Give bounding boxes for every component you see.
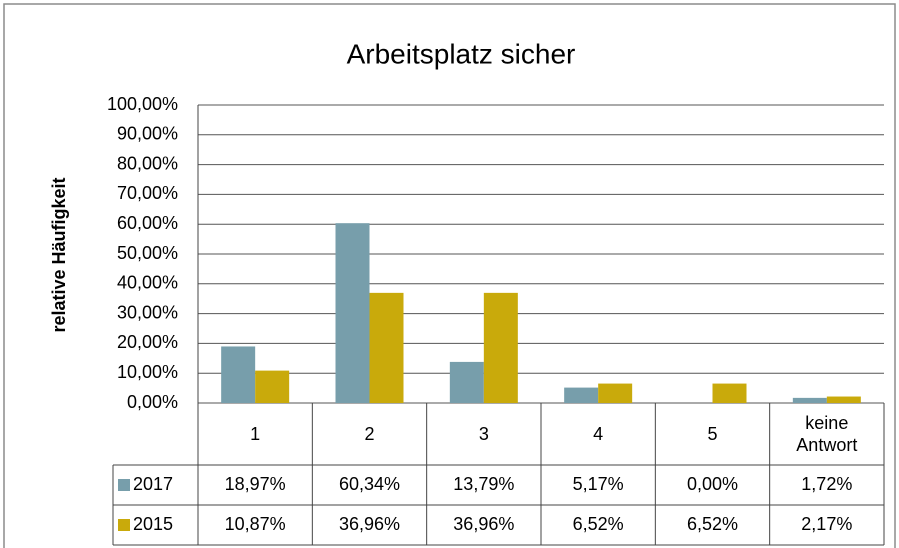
data-label: 1,72% xyxy=(801,474,852,494)
x-tick-label: 2 xyxy=(364,424,375,444)
legend-key xyxy=(118,519,130,531)
y-tick-label: 100,00% xyxy=(107,94,178,114)
data-label: 6,52% xyxy=(573,514,624,534)
data-label: 13,79% xyxy=(453,474,514,494)
y-tick-label: 60,00% xyxy=(117,213,178,233)
bar xyxy=(221,346,256,403)
x-tick-label: keine Antwort xyxy=(796,413,858,455)
data-label: 10,87% xyxy=(225,514,286,534)
x-tick-label: 1 xyxy=(250,424,261,444)
data-label: 2,17% xyxy=(801,514,852,534)
y-tick-label: 30,00% xyxy=(117,302,178,322)
bar xyxy=(449,361,484,403)
data-label: 36,96% xyxy=(339,514,400,534)
x-tick-label: 5 xyxy=(707,424,718,444)
legend-label: 2015 xyxy=(133,514,173,534)
bar xyxy=(792,397,827,403)
bar xyxy=(335,223,370,403)
y-tick-label: 90,00% xyxy=(117,124,178,144)
chart-title: Arbeitsplatz sicher xyxy=(347,38,576,69)
x-tick-label: 3 xyxy=(478,424,489,444)
bar xyxy=(369,292,404,403)
y-tick-label: 70,00% xyxy=(117,183,178,203)
data-label: 6,52% xyxy=(687,514,738,534)
y-axis-label: relative Häufigkeit xyxy=(49,177,69,332)
data-label: 5,17% xyxy=(573,474,624,494)
bar xyxy=(826,396,861,403)
y-tick-label: 40,00% xyxy=(117,273,178,293)
y-tick-label: 80,00% xyxy=(117,153,178,173)
x-tick-label: 4 xyxy=(593,424,604,444)
chart-border xyxy=(3,3,896,548)
bar xyxy=(255,370,290,403)
bar xyxy=(712,383,747,403)
data-label: 18,97% xyxy=(225,474,286,494)
y-tick-label: 0,00% xyxy=(127,392,178,412)
data-label: 60,34% xyxy=(339,474,400,494)
legend-label: 2017 xyxy=(133,474,173,494)
bar xyxy=(598,383,633,403)
y-tick-label: 50,00% xyxy=(117,243,178,263)
legend-key xyxy=(118,479,130,491)
bar xyxy=(564,387,599,403)
data-label: 0,00% xyxy=(687,474,738,494)
y-tick-label: 20,00% xyxy=(117,332,178,352)
y-tick-label: 10,00% xyxy=(117,362,178,382)
data-label: 36,96% xyxy=(453,514,514,534)
bar xyxy=(483,292,518,403)
